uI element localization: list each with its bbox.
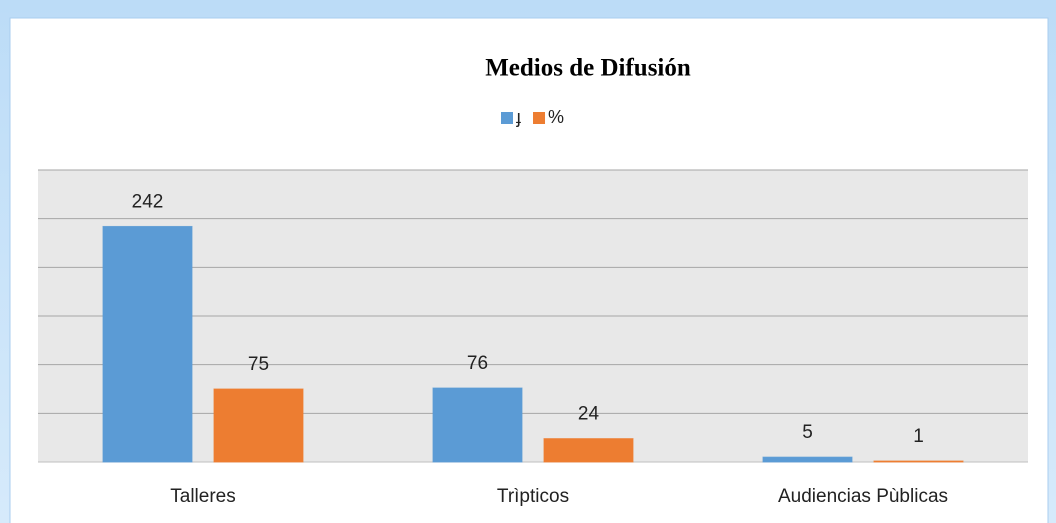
data-label: 76: [467, 353, 488, 374]
bar: [102, 225, 193, 463]
chart-title: Medios de Difusión: [485, 55, 691, 82]
bar: [213, 388, 304, 463]
legend-label: ɟ: [516, 107, 521, 127]
bar: [762, 456, 853, 463]
data-label: 242: [132, 191, 164, 212]
bar: [432, 387, 523, 463]
x-tick-label: Audiencias Pùblicas: [778, 486, 948, 507]
data-label: 5: [802, 422, 813, 443]
data-label: 75: [248, 354, 269, 375]
bar: [873, 460, 964, 463]
data-label: 1: [913, 426, 924, 447]
legend-label: %: [548, 107, 564, 127]
x-tick-label: Talleres: [170, 486, 235, 507]
legend-swatch: [501, 112, 513, 124]
bar: [543, 438, 634, 463]
data-label: 24: [578, 404, 600, 425]
legend-swatch: [533, 112, 546, 124]
x-tick-label: Trìpticos: [497, 486, 569, 507]
